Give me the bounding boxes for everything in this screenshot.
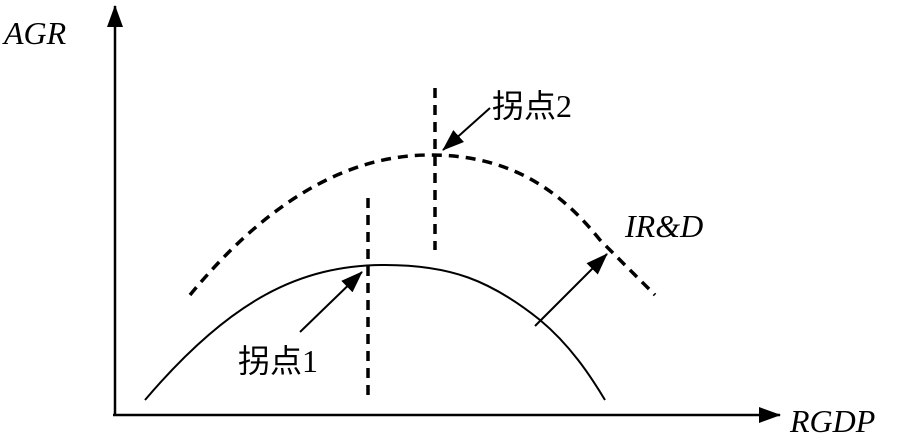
ird-arrow (534, 253, 608, 327)
inflection1-arrow (299, 271, 363, 333)
ird-label: IR&D (624, 208, 703, 244)
upper-curve (188, 153, 657, 297)
lower-curve (144, 263, 606, 401)
y-axis-label: AGR (2, 15, 67, 51)
inflection1-label: 拐点1 (238, 343, 318, 379)
x-axis-label: RGDP (789, 403, 875, 437)
inflection2-label: 拐点2 (492, 88, 572, 124)
inflection2-arrow (442, 107, 491, 151)
